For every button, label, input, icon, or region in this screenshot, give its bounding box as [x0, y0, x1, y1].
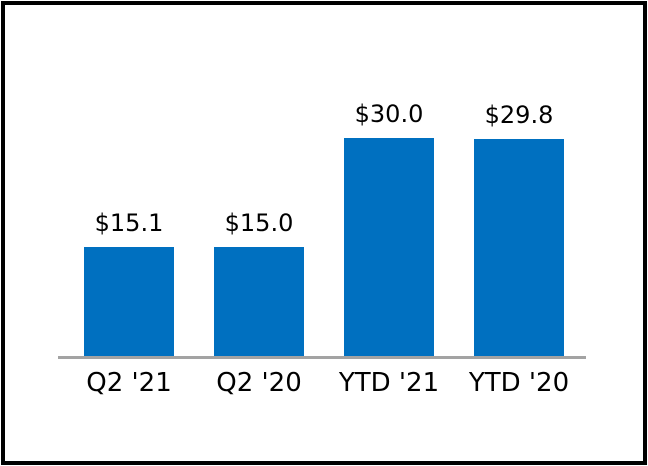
x-axis-tick-label: YTD '20 [468, 368, 570, 398]
bar [214, 247, 304, 357]
x-axis-tick-label: Q2 '21 [86, 368, 172, 398]
bar [84, 247, 174, 357]
x-axis-tick-label: YTD '21 [338, 368, 440, 398]
x-axis-line [58, 356, 586, 359]
x-axis-tick-label: Q2 '20 [216, 368, 302, 398]
bar-value-label: $29.8 [484, 101, 554, 129]
bar-value-label: $30.0 [354, 100, 424, 128]
bar [344, 138, 434, 357]
bar-value-label: $15.1 [94, 209, 164, 237]
bar [474, 139, 564, 357]
bar-value-label: $15.0 [224, 209, 294, 237]
